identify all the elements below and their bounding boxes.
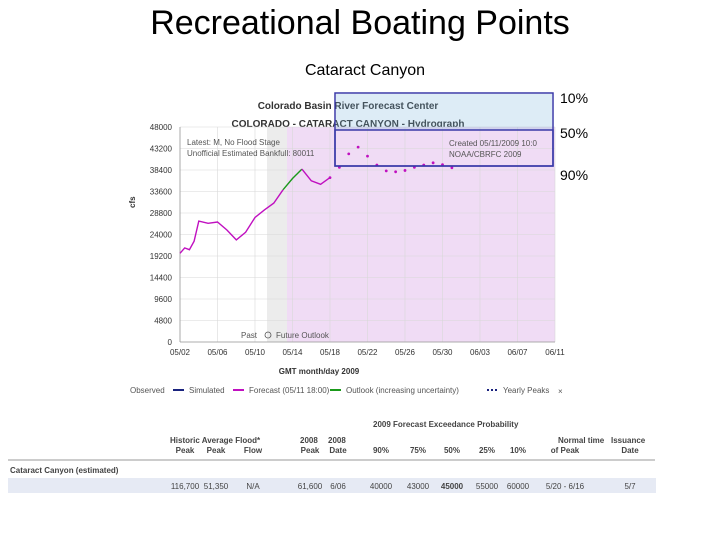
legend-forecast: Forecast (05/11 18:00) <box>249 386 330 395</box>
series-line-2 <box>301 168 331 186</box>
table-col-header: Peak <box>301 446 320 455</box>
table-col-header: of Peak <box>551 446 580 455</box>
info-line-1: Latest: M, No Flood Stage <box>187 138 280 147</box>
slide-subtitle: Cataract Canyon <box>304 62 426 79</box>
table-year-2: 2008 <box>328 436 346 445</box>
x-tick-label: 06/07 <box>507 348 528 357</box>
y-axis: 4800043200384003360028800240001920014400… <box>150 123 173 347</box>
overlay-box-inner <box>334 129 554 167</box>
y-axis-label: cfs <box>128 196 137 208</box>
legend-simulated: Simulated <box>189 386 225 395</box>
table-cell: 40000 <box>370 482 393 491</box>
x-tick-label: 05/06 <box>207 348 228 357</box>
table-cell: 5/7 <box>624 482 636 491</box>
table-col-header: 50% <box>444 446 460 455</box>
table-col-header: Peak <box>176 446 195 455</box>
x-tick-label: 05/02 <box>170 348 191 357</box>
table-col-header: 10% <box>510 446 526 455</box>
slide-title: Recreational Boating Points <box>150 4 570 42</box>
table-col-header: 25% <box>479 446 495 455</box>
legend: Observed Simulated Forecast (05/11 18:00… <box>130 386 563 396</box>
table-col-header: Date <box>329 446 347 455</box>
y-tick-label: 43200 <box>150 145 173 154</box>
legend-outlook: Outlook (increasing uncertainty) <box>346 386 459 395</box>
table-cell: 6/06 <box>330 482 346 491</box>
table-cell: 5/20 - 6/16 <box>546 482 585 491</box>
table-historic-header: Historic Average Flood* <box>170 436 261 445</box>
x-tick-label: 05/10 <box>245 348 266 357</box>
series-point <box>328 176 332 180</box>
overlay-box-fill <box>336 94 552 130</box>
series-point <box>394 170 398 174</box>
series-layer <box>179 145 454 254</box>
created-line-2: NOAA/CBRFC 2009 <box>449 150 522 159</box>
legend-peaks-x-icon: × <box>558 387 563 396</box>
x-tick-label: 05/26 <box>395 348 416 357</box>
table-cell: 61,600 <box>298 482 323 491</box>
x-tick-label: 05/30 <box>432 348 453 357</box>
table-col-header: 90% <box>373 446 389 455</box>
series-line-1 <box>282 168 303 191</box>
series-point <box>356 145 360 149</box>
hydrograph-org: Colorado Basin River Forecast Center <box>258 101 439 112</box>
hydrograph-title: COLORADO - CATARACT CANYON - Hydrograph <box>232 119 465 130</box>
table-group-header: 2009 Forecast Exceedance Probability <box>373 420 519 429</box>
series-line-0 <box>179 189 284 254</box>
table-cell: 116,700 <box>171 482 200 491</box>
series-point <box>347 152 351 156</box>
series-point <box>366 154 369 158</box>
table-cell: 51,350 <box>204 482 229 491</box>
y-tick-label: 38400 <box>150 166 173 175</box>
series-point <box>450 166 454 170</box>
table-year-1: 2008 <box>300 436 318 445</box>
y-tick-label: 33600 <box>150 188 173 197</box>
grid <box>179 126 556 343</box>
x-axis: 05/02 05/06 05/10 05/14 05/18 05/22 05/26 05/30… <box>170 348 565 357</box>
y-tick-label: 24000 <box>150 231 173 240</box>
table-cell: 55000 <box>476 482 499 491</box>
created-line-1: Created 05/11/2009 10:0 <box>449 139 537 148</box>
table-cell: 43000 <box>407 482 430 491</box>
y-tick-label: 19200 <box>150 252 173 261</box>
table-column-headers: Peak Peak Flow Peak Date 90% 75% 50% 25% 10% of Pe… <box>176 446 640 455</box>
table-normal-header: Normal time <box>558 436 605 445</box>
table-cell: 60000 <box>507 482 530 491</box>
table-col-header: Flow <box>244 446 263 455</box>
table-row-label: Cataract Canyon (estimated) <box>10 466 119 475</box>
y-tick-label: 9600 <box>154 295 172 304</box>
future-label: Future Outlook <box>276 331 330 340</box>
past-label: Past <box>241 331 258 340</box>
y-tick-label: 14400 <box>150 274 173 283</box>
x-axis-label: GMT month/day 2009 <box>279 367 360 376</box>
info-line-2: Unofficial Estimated Bankfull: 80011 <box>187 149 315 158</box>
table-col-header: 75% <box>410 446 426 455</box>
percentile-50: 50% <box>560 125 589 141</box>
table-cell: N/A <box>246 482 260 491</box>
legend-observed: Observed <box>130 386 165 395</box>
percentile-10: 10% <box>560 90 589 106</box>
series-point <box>431 161 435 165</box>
x-tick-label: 06/11 <box>545 348 565 357</box>
x-tick-label: 05/18 <box>320 348 341 357</box>
y-tick-label: 0 <box>168 338 173 347</box>
table-row: 116,700 51,350 N/A 61,600 6/06 40000 43000 4500… <box>171 482 636 491</box>
y-tick-label: 4800 <box>154 317 172 326</box>
table-row-band <box>8 478 656 493</box>
y-tick-label: 48000 <box>150 123 173 132</box>
series-point <box>403 169 407 172</box>
legend-peaks: Yearly Peaks <box>503 386 549 395</box>
table-col-header: Peak <box>207 446 226 455</box>
x-tick-label: 05/22 <box>357 348 378 357</box>
forecast-table: 2009 Forecast Exceedance Probability His… <box>8 420 656 493</box>
x-tick-label: 06/03 <box>470 348 491 357</box>
clock-icon <box>264 331 272 339</box>
y-tick-label: 28800 <box>150 209 173 218</box>
percentile-90: 90% <box>560 167 589 183</box>
x-tick-label: 05/14 <box>282 348 303 357</box>
table-cell: 45000 <box>441 482 464 491</box>
series-point <box>384 169 388 173</box>
table-issuance-header: Issuance <box>611 436 646 445</box>
table-col-header: Date <box>621 446 639 455</box>
